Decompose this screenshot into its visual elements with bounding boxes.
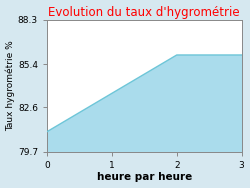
- Y-axis label: Taux hygrométrie %: Taux hygrométrie %: [6, 40, 15, 131]
- Title: Evolution du taux d'hygrométrie: Evolution du taux d'hygrométrie: [48, 6, 240, 19]
- X-axis label: heure par heure: heure par heure: [97, 172, 192, 182]
